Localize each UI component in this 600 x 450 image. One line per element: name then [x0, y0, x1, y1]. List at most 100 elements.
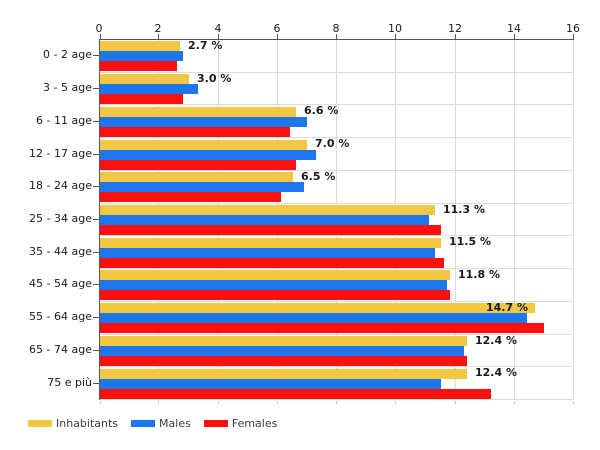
- bar-females: [100, 61, 177, 71]
- bar-inhabitants: [100, 140, 307, 150]
- gridline-horizontal: [100, 334, 574, 335]
- category-tick: [93, 121, 100, 122]
- x-axis-tick-label: 4: [214, 22, 222, 35]
- x-axis-bottom-tick: [455, 401, 456, 404]
- bar-males: [100, 150, 316, 160]
- x-axis-tick: [218, 34, 219, 39]
- x-axis-bottom-tick: [573, 401, 574, 404]
- value-label: 7.0 %: [315, 137, 350, 150]
- bar-females: [100, 290, 450, 300]
- gridline-horizontal: [100, 268, 574, 269]
- bar-females: [100, 160, 296, 170]
- legend-item-inhabitants[interactable]: Inhabitants: [28, 417, 118, 430]
- x-axis-tick-label: 8: [332, 22, 340, 35]
- bar-males: [100, 182, 304, 192]
- value-label: 14.7 %: [486, 301, 528, 314]
- bar-females: [100, 258, 444, 268]
- x-axis-tick-label: 6: [273, 22, 281, 35]
- gridline-vertical: [455, 40, 456, 400]
- category-label: 6 - 11 age: [36, 113, 92, 127]
- bar-inhabitants: [100, 172, 293, 182]
- gridline-horizontal: [100, 399, 574, 400]
- gridline-horizontal: [100, 104, 574, 105]
- value-label: 6.6 %: [304, 104, 339, 117]
- bar-males: [100, 248, 435, 258]
- bar-females: [100, 389, 491, 399]
- category-label: 0 - 2 age: [43, 48, 92, 62]
- category-tick: [93, 317, 100, 318]
- category-tick: [93, 383, 100, 384]
- category-label: 65 - 74 age: [29, 342, 92, 356]
- x-axis-tick: [277, 34, 278, 39]
- bar-males: [100, 117, 307, 127]
- bar-females: [100, 127, 290, 137]
- bar-males: [100, 313, 527, 323]
- plot-area: 2.7 % 3.0 % 6.6 % 7.0 % 6.5 % 11.3 % 11.5 % 11.…: [93, 34, 574, 404]
- bar-inhabitants: [100, 107, 296, 117]
- x-axis-tick-label: 12: [448, 22, 462, 35]
- category-tick: [93, 55, 100, 56]
- bar-males: [100, 215, 429, 225]
- legend-item-females[interactable]: Females: [203, 416, 278, 430]
- bar-inhabitants: [100, 74, 189, 84]
- value-label: 12.4 %: [475, 334, 517, 347]
- x-axis-tick: [100, 34, 101, 39]
- category-tick: [93, 284, 100, 285]
- gridline-horizontal: [100, 235, 574, 236]
- bar-inhabitants: [100, 270, 450, 280]
- x-axis-tick-label: 10: [388, 22, 402, 35]
- x-axis-tick: [336, 34, 337, 39]
- x-axis-bottom-tick: [514, 401, 515, 404]
- gridline-horizontal: [100, 366, 574, 367]
- value-label: 11.3 %: [443, 203, 485, 216]
- legend-swatch: [131, 419, 156, 427]
- x-axis-bottom-tick: [277, 401, 278, 404]
- x-axis-tick: [158, 34, 159, 39]
- x-axis-bottom-tick: [100, 401, 101, 404]
- bar-inhabitants: [100, 41, 180, 51]
- x-axis-tick: [455, 34, 456, 39]
- category-tick: [93, 252, 100, 253]
- category-tick: [93, 154, 100, 155]
- bar-males: [100, 379, 441, 389]
- bar-females: [100, 323, 544, 333]
- value-label: 2.7 %: [188, 39, 223, 52]
- legend-item-males[interactable]: Males: [131, 417, 191, 430]
- bar-inhabitants: [100, 369, 467, 379]
- legend-label: Females: [231, 416, 278, 430]
- gridline-horizontal: [100, 301, 574, 302]
- value-label: 11.5 %: [449, 235, 491, 248]
- category-tick: [93, 219, 100, 220]
- x-axis-tick: [573, 34, 574, 39]
- category-tick: [93, 350, 100, 351]
- bar-males: [100, 280, 447, 290]
- x-axis-bottom-tick: [336, 401, 337, 404]
- bar-inhabitants: [100, 303, 535, 313]
- category-label: 55 - 64 age: [29, 310, 92, 324]
- category-tick: [93, 88, 100, 89]
- bar-females: [100, 356, 467, 366]
- value-label: 11.8 %: [458, 268, 500, 281]
- gridline-vertical: [573, 40, 574, 400]
- legend: Inhabitants Males Females: [28, 416, 290, 430]
- gridline-horizontal: [100, 137, 574, 138]
- legend-swatch: [28, 419, 52, 427]
- legend-label: Inhabitants: [56, 416, 119, 430]
- gridline-horizontal: [100, 203, 574, 204]
- legend-swatch: [203, 419, 228, 427]
- gridline-vertical: [514, 40, 515, 400]
- bar-males: [100, 51, 183, 61]
- category-label: 3 - 5 age: [43, 81, 92, 95]
- category-label: 12 - 17 age: [29, 146, 92, 160]
- x-axis-tick-label: 16: [566, 22, 580, 35]
- bar-males: [100, 346, 464, 356]
- category-tick: [93, 186, 100, 187]
- x-axis-tick: [395, 34, 396, 39]
- gridline-horizontal: [100, 72, 574, 73]
- gridline-horizontal: [100, 170, 574, 171]
- bar-females: [100, 94, 183, 104]
- bar-inhabitants: [100, 238, 441, 248]
- category-label: 18 - 24 age: [29, 179, 92, 193]
- value-label: 12.4 %: [475, 366, 517, 379]
